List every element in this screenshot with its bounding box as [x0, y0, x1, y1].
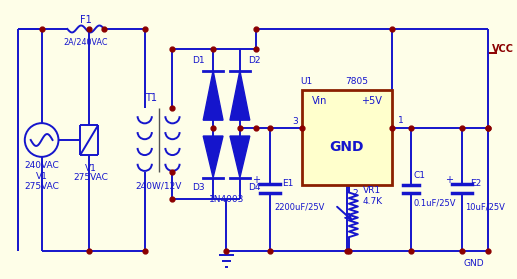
- Text: 4.7K: 4.7K: [363, 197, 383, 206]
- Text: 10uF/25V: 10uF/25V: [465, 203, 505, 212]
- Text: U1: U1: [300, 77, 313, 86]
- Text: 2A/240VAC: 2A/240VAC: [64, 37, 108, 46]
- Text: E1: E1: [282, 179, 293, 188]
- Text: D3: D3: [192, 183, 205, 192]
- Text: D1: D1: [192, 56, 205, 65]
- Text: 1: 1: [398, 116, 403, 125]
- Polygon shape: [230, 136, 250, 178]
- Polygon shape: [230, 71, 250, 120]
- Text: 240VAC: 240VAC: [24, 161, 59, 170]
- Text: V1: V1: [36, 172, 48, 181]
- Text: Vin: Vin: [312, 96, 328, 106]
- Text: GND: GND: [463, 259, 484, 268]
- Text: +: +: [252, 175, 260, 185]
- Text: VCC: VCC: [492, 44, 514, 54]
- Polygon shape: [203, 71, 223, 120]
- Text: +: +: [445, 175, 453, 185]
- Text: 2200uF/25V: 2200uF/25V: [275, 203, 325, 212]
- Text: 3: 3: [293, 117, 298, 126]
- Text: 7805: 7805: [345, 77, 368, 86]
- Text: D2: D2: [248, 56, 260, 65]
- Text: T1: T1: [145, 93, 157, 103]
- Text: C1: C1: [413, 171, 425, 180]
- Polygon shape: [203, 136, 223, 178]
- Text: 2: 2: [352, 189, 358, 198]
- FancyBboxPatch shape: [302, 90, 391, 185]
- Text: 275VAC: 275VAC: [74, 173, 109, 182]
- Text: F1: F1: [80, 15, 92, 25]
- Text: GND: GND: [330, 140, 364, 155]
- Text: E2: E2: [470, 179, 481, 188]
- Text: VR1: VR1: [363, 186, 381, 195]
- Text: +5V: +5V: [361, 96, 382, 106]
- Text: 0.1uF/25V: 0.1uF/25V: [413, 199, 456, 208]
- Text: 1N4003: 1N4003: [209, 195, 244, 204]
- Text: V1: V1: [85, 164, 97, 173]
- Text: 275VAC: 275VAC: [24, 182, 59, 191]
- Text: 240W/12V: 240W/12V: [135, 181, 182, 190]
- Text: D4: D4: [248, 183, 260, 192]
